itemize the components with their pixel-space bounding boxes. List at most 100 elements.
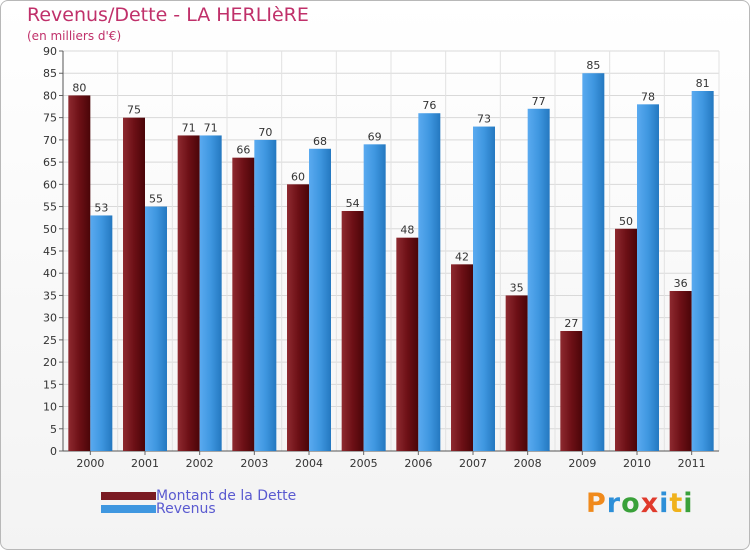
y-tick-label: 60 [43,178,57,191]
data-label: 81 [696,77,710,90]
y-tick-label: 10 [43,401,57,414]
revenus-bar [199,135,222,451]
revenus-bar [637,104,659,451]
revenus-bar [691,91,714,451]
revenus-bar [527,108,550,452]
y-tick-label: 65 [43,156,57,169]
y-tick-label: 90 [43,45,57,58]
revenus-bar [309,148,331,451]
debt-bar [615,228,637,451]
debt-bar [177,135,200,451]
logo-letter: i [659,488,670,519]
debt-bar [396,237,419,451]
data-label: 55 [149,193,163,206]
logo-letter: r [606,488,622,519]
data-label: 60 [291,170,305,183]
data-label: 75 [127,104,141,117]
debt-bar [451,264,473,451]
revenus-bar [145,206,167,451]
logo-letter: o [621,488,641,519]
data-label: 70 [258,126,272,139]
data-label: 53 [94,201,108,214]
data-label: 66 [236,144,250,157]
y-tick-label: 55 [43,201,57,214]
x-tick-label: 2007 [459,457,487,470]
x-tick-label: 2000 [76,457,104,470]
data-label: 54 [346,197,360,210]
logo-letter: x [640,488,660,519]
chart-subtitle: (en milliers d'€) [27,29,122,43]
y-tick-label: 25 [43,334,57,347]
revenus-bar [418,113,441,451]
legend-swatch-revenus [101,505,156,513]
bars [68,73,714,452]
y-tick-label: 20 [43,356,57,369]
data-label: 71 [204,121,218,134]
revenus-bar [90,215,113,451]
x-tick-label: 2004 [295,457,323,470]
y-tick-label: 80 [43,89,57,102]
axes: 0 5 10 15 20 25 30 35 40 45 50 55 60 65 70 75 80 85 90 2000… [43,45,719,470]
legend-swatch-debt [101,492,156,500]
data-label: 69 [368,130,382,143]
data-label: 50 [619,215,633,228]
logo-letter: P [586,488,607,519]
data-label: 27 [564,317,578,330]
data-labels: 80 53 75 55 71 71 66 70 60 68 54 69 48 76 42 73 35 77 27 85… [72,59,709,330]
y-tick-label: 50 [43,223,57,236]
y-tick-label: 75 [43,112,57,125]
logo-letter: i [683,488,694,519]
debt-bar [232,157,255,451]
y-tick-label: 70 [43,134,57,147]
revenus-bar [473,126,495,452]
y-tick-label: 5 [50,423,57,436]
debt-bar [669,291,692,451]
data-label: 48 [400,224,414,237]
data-label: 36 [674,277,688,290]
revenus-bar [254,139,277,451]
y-tick-label: 40 [43,267,57,280]
x-tick-label: 2001 [131,457,159,470]
y-tick-label: 15 [43,378,57,391]
x-tick-label: 2006 [404,457,432,470]
debt-bar [560,331,583,451]
y-tick-label: 85 [43,67,57,80]
data-label: 71 [182,121,196,134]
y-tick-label: 35 [43,289,57,302]
proxiti-logo: Proxiti [586,488,694,519]
y-tick-label: 45 [43,245,57,258]
data-label: 80 [72,81,86,94]
debt-bar [505,295,528,451]
legend-label-revenus: Revenus [156,501,216,517]
debt-bar [341,211,364,451]
debt-bar [287,184,309,452]
data-label: 73 [477,113,491,126]
y-tick-label: 0 [50,445,57,458]
x-tick-label: 2008 [514,457,542,470]
x-tick-label: 2002 [186,457,214,470]
legend-label-debt: Montant de la Dette [156,488,297,504]
debt-bar [68,95,91,451]
data-label: 85 [586,59,600,72]
debt-bar [123,117,145,452]
data-label: 35 [510,281,524,294]
data-label: 78 [641,90,655,103]
legend-item-debt: Montant de la Dette [101,488,296,504]
y-tick-label: 30 [43,312,57,325]
x-tick-label: 2011 [678,457,706,470]
x-tick-label: 2010 [623,457,651,470]
x-tick-label: 2005 [350,457,378,470]
logo-letter: t [669,488,684,519]
data-label: 68 [313,135,327,148]
data-label: 77 [532,95,546,108]
revenus-bar [363,144,386,452]
data-label: 42 [455,250,469,263]
x-tick-label: 2009 [568,457,596,470]
x-tick-label: 2003 [240,457,268,470]
legend-item-revenus: Revenus [101,501,216,517]
data-label: 76 [422,99,436,112]
chart-title: Revenus/Dette - LA HERLIèRE [27,4,309,26]
revenus-bar [582,73,605,451]
